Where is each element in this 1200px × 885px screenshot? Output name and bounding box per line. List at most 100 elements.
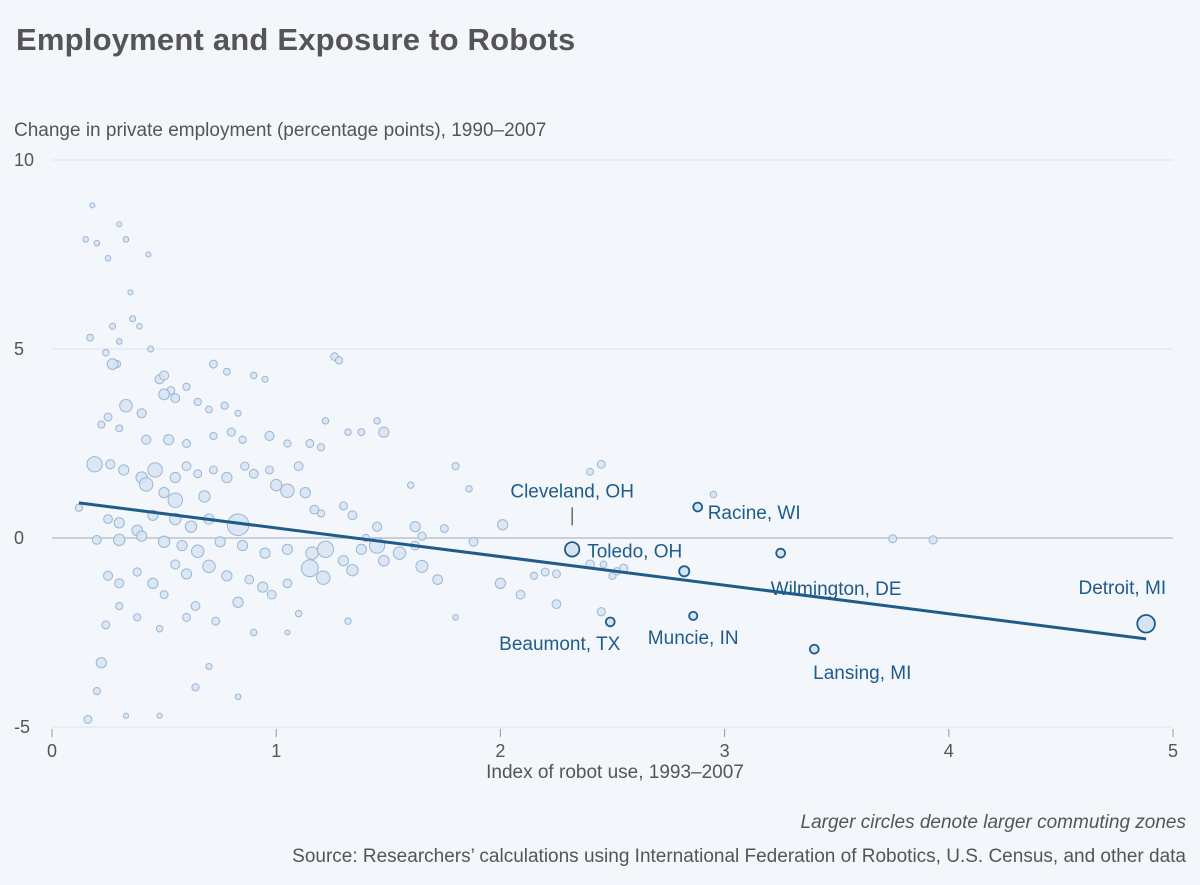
scatter-point [259,547,271,559]
x-axis-label: Index of robot use, 1993–2007 [486,762,744,783]
scatter-point [407,481,415,489]
scatter-point [309,504,320,515]
scatter-point [136,323,143,330]
scatter-point [552,569,561,579]
scatter-point [105,459,116,470]
scatter-point [265,465,274,475]
scatter-point [136,530,148,542]
scatter-point [113,517,125,529]
highlighted-point [775,547,786,559]
y-tick-label: -5 [14,717,30,737]
scatter-point [261,375,269,383]
scatter-point [344,617,352,625]
highlighted-point [564,541,581,558]
scatter-point [184,520,198,533]
scatter-point [91,534,102,545]
scatter-point [116,221,123,228]
scatter-point [244,574,255,585]
point-label: Lansing, MI [813,663,911,684]
scatter-point [138,477,154,492]
scatter-point [250,371,258,380]
scatter-point [439,524,449,533]
scatter-point [432,574,443,585]
scatter-points [74,202,938,724]
scatter-point [282,578,293,589]
scatter-point [169,471,181,484]
scatter-point [266,589,277,600]
scatter-point [232,596,244,608]
scatter-point [104,254,112,262]
highlighted-point [688,610,699,621]
scatter-point [293,461,304,472]
x-tick-label: 0 [47,741,57,761]
scatter-point [208,359,218,369]
scatter-point [193,469,203,479]
point-label: Cleveland, OH [510,481,634,502]
scatter-point [159,590,169,600]
scatter-point [373,417,381,425]
scatter-point [103,514,113,525]
scatter-point [122,712,130,719]
scatter-point [321,417,330,425]
scatter-point [250,628,258,637]
scatter-point [316,443,326,452]
scatter-point [372,521,383,532]
scatter-point [316,540,335,558]
scatter-point [181,461,192,472]
scatter-point [103,412,113,422]
fit-line [78,501,1147,641]
scatter-point [264,430,275,441]
scatter-point [497,519,509,531]
scatter-point [280,483,295,498]
scatter-point [136,408,147,419]
scatter-point [305,546,319,560]
point-label: Beaumont, TX [499,634,620,655]
scatter-point [238,435,247,444]
scatter-point [198,490,211,503]
scatter-point [141,434,152,445]
labeled-points: Cleveland, OH Racine, WI Toledo, OH Wilming… [499,481,1166,684]
scatter-point [86,333,95,342]
scatter-point [106,358,119,370]
scatter-point [596,459,606,469]
scatter-point [193,397,202,407]
scatter-point [596,607,606,617]
scatter-point [101,620,111,630]
scatter-point [540,567,550,577]
x-tick-label: 1 [271,741,281,761]
scatter-point [928,535,938,545]
scatter-point [316,509,326,518]
scatter-point [155,625,164,633]
scatter-point [97,420,106,429]
scatter-point [451,462,460,471]
x-tick-label: 5 [1168,741,1178,761]
scatter-point [214,536,226,548]
scatter-point [86,456,103,473]
scatter-point [115,338,123,345]
scatter-point [208,465,218,475]
highlighted-point [678,565,691,578]
scatter-point [357,428,366,437]
scatter-point [465,485,473,493]
scatter-point [109,322,117,330]
scatter-point [234,693,242,701]
scatter-point [129,315,137,323]
scatter-point [147,345,155,353]
scatter-point [586,467,594,476]
scatter-point [599,560,608,569]
scatter-point [257,581,269,593]
grid-lines [51,159,1174,737]
scatter-point [220,401,229,410]
scatter-point [147,462,163,478]
scatter-point [300,559,319,578]
scatter-point [347,510,358,521]
scatter-point [236,539,249,552]
scatter-point [182,382,191,391]
scatter-point [270,478,283,492]
scatter-point [339,501,348,511]
scatter-point [190,544,205,558]
scatter-point [122,236,130,243]
scatter-point [119,398,133,413]
scatter-point [515,589,526,600]
scatter-point [158,487,170,499]
